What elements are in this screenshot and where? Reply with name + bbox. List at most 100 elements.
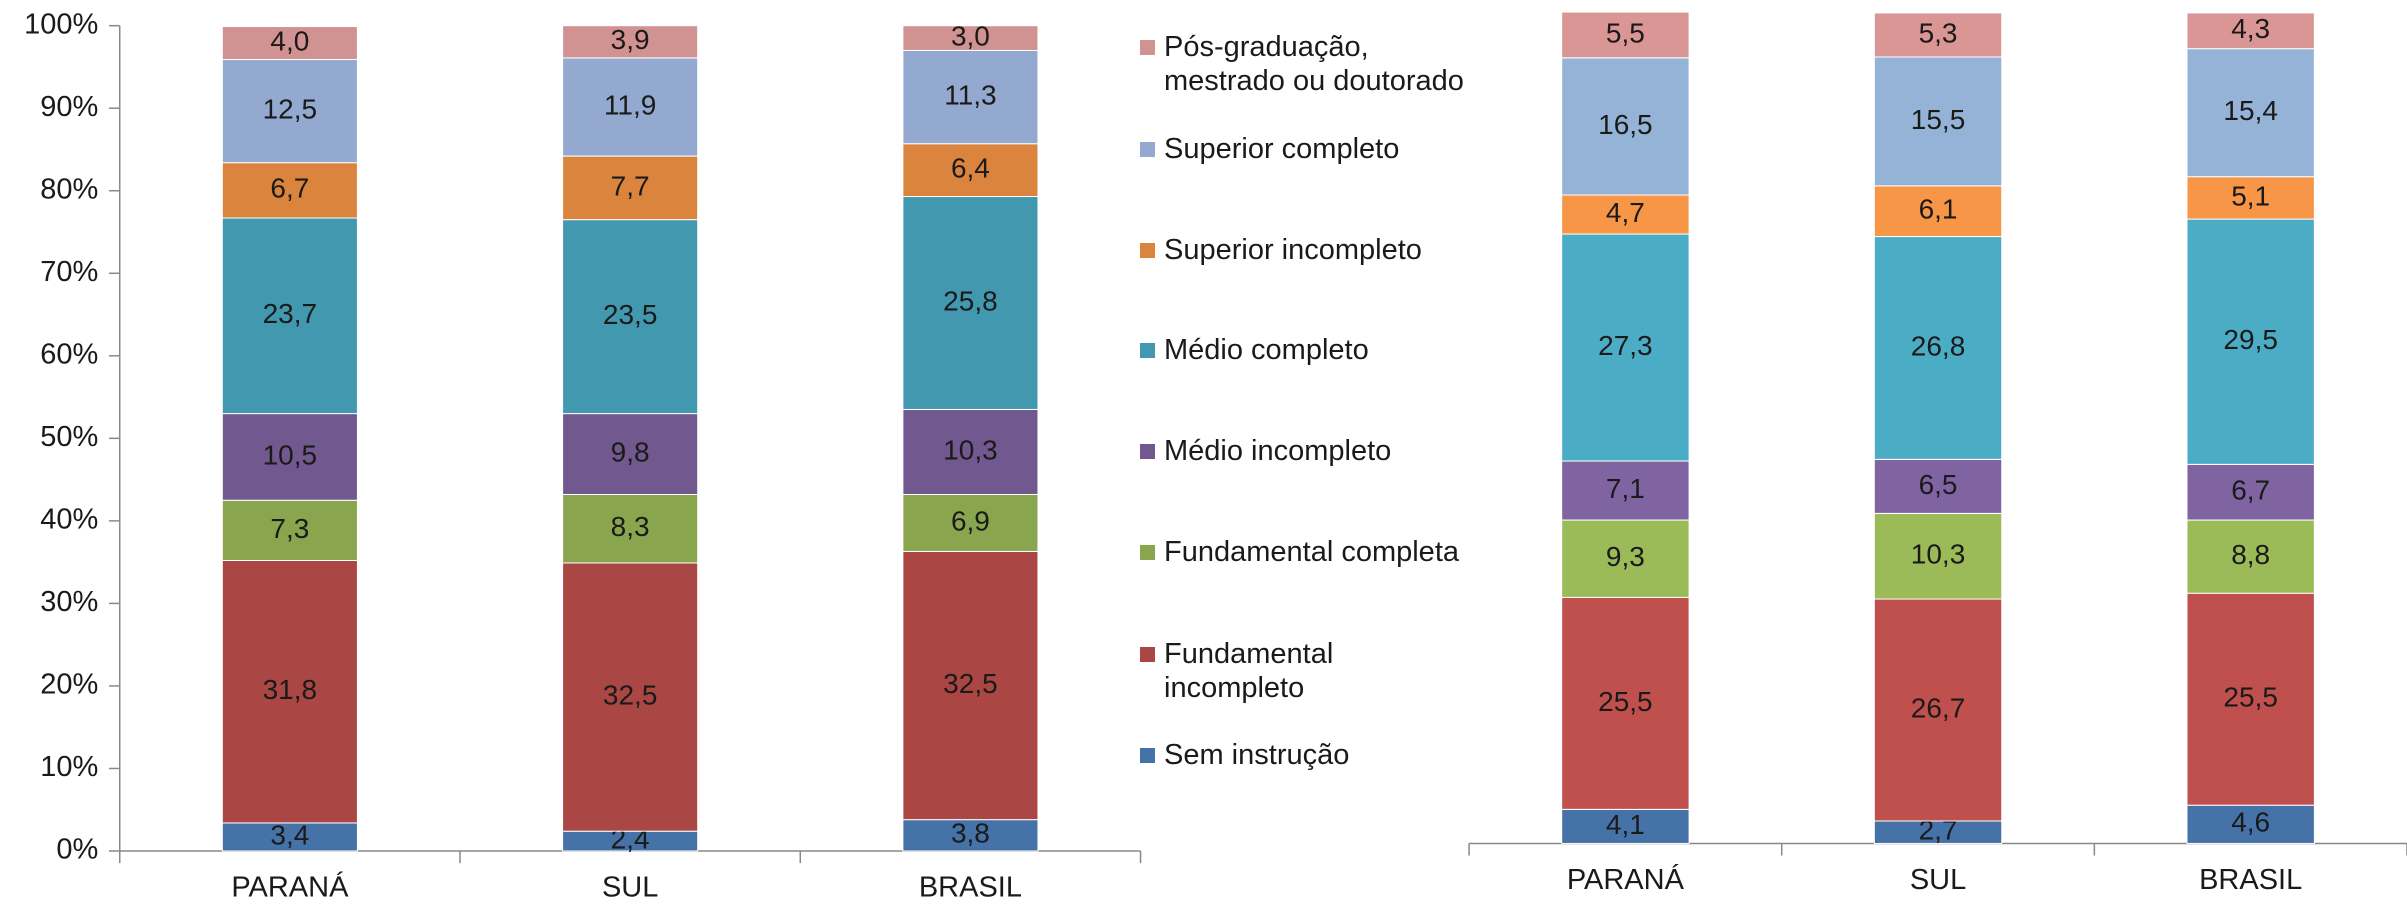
value-label: 7,1 <box>1606 473 1645 504</box>
value-label: 26,7 <box>1911 692 1966 723</box>
y-tick-label: 40% <box>40 504 98 536</box>
legend-label: Fundamental completa <box>1164 536 1459 568</box>
bar-segment <box>1873 12 2003 58</box>
legend-item: Superior completo <box>1140 132 1480 166</box>
legend-label: Pós-graduação, mestrado ou doutorado <box>1164 31 1464 97</box>
bar-segment <box>1873 56 2003 187</box>
bar-segment <box>1873 458 2003 514</box>
bar-segment <box>2186 463 2315 521</box>
legend-item: Fundamental completa <box>1140 535 1480 569</box>
legend-item: Pós-graduação, mestrado ou doutorado <box>1140 30 1480 98</box>
bar-segment <box>562 219 699 415</box>
value-label: 6,5 <box>1919 469 1958 500</box>
bar-segment <box>562 493 699 564</box>
bar-segment <box>562 57 699 157</box>
value-label: 4,6 <box>2231 807 2270 838</box>
value-label: 32,5 <box>943 668 998 699</box>
value-label: 25,5 <box>1598 686 1653 717</box>
value-label: 4,1 <box>1606 809 1645 840</box>
bar-segment <box>2186 176 2315 220</box>
value-label: 15,4 <box>2223 95 2278 126</box>
value-label: 6,4 <box>951 153 990 184</box>
value-label: 9,3 <box>1606 541 1645 572</box>
value-label: 10,5 <box>263 439 318 470</box>
x-tick-label: BRASIL <box>919 871 1022 903</box>
legend-swatch <box>1140 142 1155 157</box>
bar-segment <box>562 155 699 221</box>
bar-segment <box>902 196 1039 410</box>
bar-segment <box>902 493 1039 552</box>
legend-label: Sem instrução <box>1164 739 1350 771</box>
legend-swatch <box>1140 545 1155 560</box>
value-label: 23,7 <box>263 298 318 329</box>
legend-swatch <box>1140 444 1155 459</box>
bar-segment <box>1561 194 1690 235</box>
value-label: 7,3 <box>270 513 309 544</box>
value-label: 26,8 <box>1911 330 1966 361</box>
bar-segment <box>221 217 358 415</box>
y-tick-label: 70% <box>40 256 98 288</box>
value-label: 5,1 <box>2231 180 2270 211</box>
bar-segment <box>221 822 358 852</box>
legend-item: Médio incompleto <box>1140 434 1480 468</box>
value-label: 29,5 <box>2223 324 2278 355</box>
bar-segment <box>2186 804 2315 844</box>
bar-segment <box>221 59 358 164</box>
value-label: 10,3 <box>943 434 998 465</box>
bar-segment <box>1561 11 1690 59</box>
bar-segment <box>221 413 358 501</box>
value-label: 4,7 <box>1606 197 1645 228</box>
bar-segment <box>1561 460 1690 521</box>
legend-swatch <box>1140 647 1155 662</box>
legend-label: Superior completo <box>1164 133 1400 165</box>
value-label: 27,3 <box>1598 330 1653 361</box>
value-label: 8,8 <box>2231 539 2270 570</box>
bar-segment <box>902 550 1039 821</box>
legend-swatch <box>1140 748 1155 763</box>
value-label: 6,9 <box>951 505 990 536</box>
legend-item: Superior incompleto <box>1140 233 1480 267</box>
bar-segment <box>2186 48 2315 178</box>
bar-segment <box>2186 218 2315 465</box>
value-label: 25,8 <box>943 285 998 316</box>
bar-segment <box>221 559 358 824</box>
value-label: 32,5 <box>603 679 658 710</box>
bar-segment <box>221 499 358 561</box>
bar-segment <box>902 819 1039 852</box>
bar-segment <box>2186 592 2315 806</box>
y-tick-label: 0% <box>56 834 98 866</box>
bar-segment <box>221 26 358 61</box>
bar-segment <box>2186 12 2315 50</box>
value-label: 23,5 <box>603 299 658 330</box>
y-tick-label: 30% <box>40 586 98 618</box>
value-label: 6,1 <box>1919 194 1958 225</box>
value-label: 7,7 <box>611 170 650 201</box>
value-label: 3,8 <box>951 818 990 849</box>
y-tick-label: 50% <box>40 421 98 453</box>
value-label: 25,5 <box>2223 682 2278 713</box>
x-tick-label: PARANÁ <box>1567 863 1685 896</box>
y-tick-label: 100% <box>24 8 98 40</box>
bar-segment <box>562 413 699 495</box>
bar-segment <box>2186 519 2315 594</box>
y-tick-label: 80% <box>40 173 98 205</box>
value-label: 9,8 <box>611 436 650 467</box>
bar-segment <box>902 49 1039 145</box>
bar-segment <box>562 25 699 59</box>
value-label: 12,5 <box>263 94 318 125</box>
legend-item: Médio completo <box>1140 333 1480 367</box>
x-tick-label: PARANÁ <box>231 870 349 903</box>
bar-segment <box>1873 512 2003 600</box>
value-label: 15,5 <box>1911 104 1966 135</box>
x-tick-label: SUL <box>1910 864 1966 896</box>
bar-segment <box>902 408 1039 495</box>
bar-segment <box>1561 519 1690 598</box>
value-label: 8,3 <box>611 511 650 542</box>
legend-item: Fundamental incompleto <box>1140 637 1480 705</box>
legend-label: Superior incompleto <box>1164 234 1422 266</box>
value-label: 5,3 <box>1919 17 1958 48</box>
value-label: 6,7 <box>270 173 309 204</box>
y-tick-label: 90% <box>40 91 98 123</box>
y-tick-label: 60% <box>40 338 98 370</box>
